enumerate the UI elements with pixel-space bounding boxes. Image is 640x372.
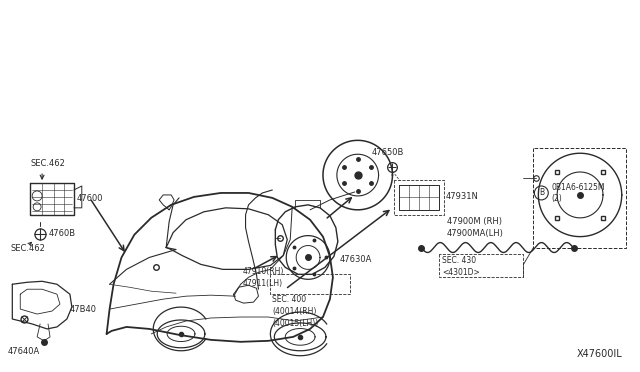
Text: 47B40: 47B40 (70, 305, 97, 314)
Text: 4760B: 4760B (49, 229, 76, 238)
Text: 47931N: 47931N (446, 192, 479, 201)
Text: B: B (539, 189, 544, 198)
Text: 47600: 47600 (77, 195, 103, 203)
Text: SEC.462: SEC.462 (30, 159, 65, 168)
Text: SEC. 400
(40014(RH)
(40015(LH)): SEC. 400 (40014(RH) (40015(LH)) (273, 295, 319, 328)
Text: 47910(RH)
47911(LH): 47910(RH) 47911(LH) (243, 267, 284, 288)
Text: SEC.462: SEC.462 (10, 244, 45, 253)
Text: 47650B: 47650B (371, 148, 404, 157)
Text: X47600IL: X47600IL (577, 349, 623, 359)
Text: 47630A: 47630A (340, 255, 372, 264)
Text: SEC. 430
<4301D>: SEC. 430 <4301D> (442, 256, 480, 277)
Text: 47900M (RH)
47900MA(LH): 47900M (RH) 47900MA(LH) (447, 217, 504, 238)
Text: 0B1A6-6125M
(2): 0B1A6-6125M (2) (551, 183, 605, 203)
Text: 47640A: 47640A (7, 347, 40, 356)
